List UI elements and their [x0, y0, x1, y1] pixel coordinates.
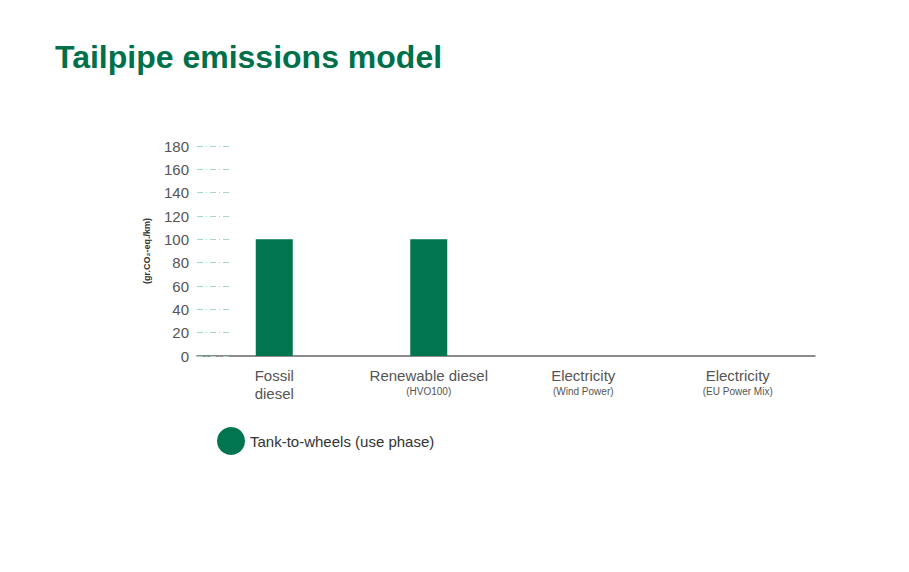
svg-text:100: 100: [164, 231, 189, 248]
svg-text:diesel: diesel: [255, 385, 294, 402]
svg-text:140: 140: [164, 184, 189, 201]
svg-text:180: 180: [164, 138, 189, 155]
svg-text:0: 0: [181, 348, 189, 365]
svg-text:80: 80: [172, 254, 189, 271]
svg-text:20: 20: [172, 324, 189, 341]
svg-text:Tank-to-wheels (use phase): Tank-to-wheels (use phase): [250, 433, 434, 450]
svg-text:60: 60: [172, 278, 189, 295]
svg-text:(Wind Power): (Wind Power): [553, 386, 614, 397]
svg-text:160: 160: [164, 161, 189, 178]
svg-text:(gr.CO₂-eq./km): (gr.CO₂-eq./km): [142, 218, 152, 284]
svg-text:Renewable diesel: Renewable diesel: [370, 367, 488, 384]
svg-text:Electricity: Electricity: [551, 367, 616, 384]
svg-text:120: 120: [164, 208, 189, 225]
svg-text:Fossil: Fossil: [255, 367, 294, 384]
svg-text:Electricity: Electricity: [706, 367, 771, 384]
svg-text:(HVO100): (HVO100): [406, 386, 451, 397]
svg-text:40: 40: [172, 301, 189, 318]
svg-text:(EU Power Mix): (EU Power Mix): [703, 386, 773, 397]
svg-text:Tailpipe emissions model: Tailpipe emissions model: [55, 39, 442, 75]
